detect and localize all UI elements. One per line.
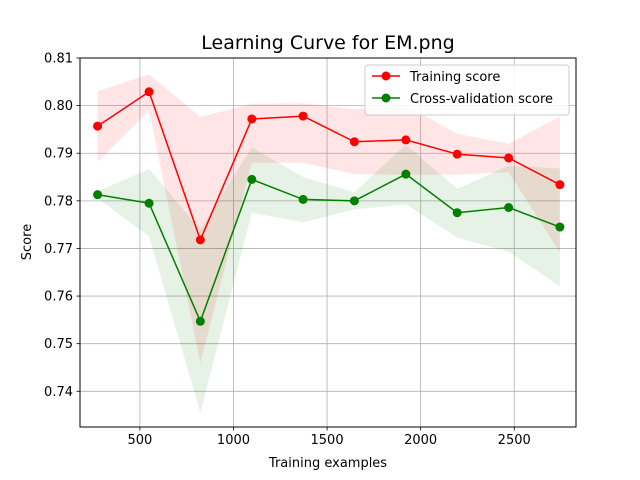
legend-cv-label: Cross-validation score xyxy=(410,92,553,107)
training-point xyxy=(555,180,565,190)
training-point xyxy=(298,111,308,121)
training-confidence-band xyxy=(97,74,560,363)
cv-point xyxy=(298,194,308,204)
cv-point xyxy=(144,198,154,208)
y-tick-label: 0.81 xyxy=(44,52,73,67)
chart-title: Learning Curve for EM.png xyxy=(201,32,454,54)
y-tick-label: 0.79 xyxy=(44,147,73,162)
plot-frame xyxy=(79,57,577,428)
y-tick-label: 0.77 xyxy=(44,242,73,257)
legend-cv-marker xyxy=(381,93,391,103)
y-tick-label: 0.75 xyxy=(44,337,73,352)
training-point xyxy=(349,137,359,147)
y-tick-label: 0.76 xyxy=(44,290,73,305)
x-tick-label: 1000 xyxy=(217,433,250,448)
cv-point xyxy=(401,169,411,179)
cv-point xyxy=(247,174,257,184)
cv-series-line xyxy=(97,173,561,324)
legend: Training score Cross-validation score xyxy=(364,64,570,116)
training-series-line xyxy=(97,90,561,242)
x-tick-label: 2500 xyxy=(498,433,531,448)
legend-training-label: Training score xyxy=(409,70,500,85)
cv-point xyxy=(93,190,103,200)
legend-box xyxy=(364,64,570,116)
training-point xyxy=(504,153,514,163)
series-lines xyxy=(93,87,565,326)
x-tick-label: 2000 xyxy=(404,433,437,448)
cv-point xyxy=(504,203,514,212)
legend-training-marker xyxy=(381,71,391,81)
cv-point xyxy=(555,222,565,232)
cv-point xyxy=(452,208,462,218)
training-point xyxy=(93,121,103,131)
y-tick-label: 0.78 xyxy=(44,194,73,209)
training-point xyxy=(452,149,462,159)
training-point xyxy=(401,135,411,145)
training-point xyxy=(195,235,205,245)
cv-point xyxy=(349,196,359,206)
x-axis-label: Training examples xyxy=(268,456,387,471)
x-tick-label: 1500 xyxy=(311,433,344,448)
y-tick-label: 0.80 xyxy=(44,99,73,114)
axis-ticks: 500 1000 1500 2000 2500 0.74 0.75 0.76 0.77 0.78 0… xyxy=(44,52,531,449)
x-tick-label: 500 xyxy=(127,433,152,448)
training-point xyxy=(247,114,257,124)
y-axis-label: Score xyxy=(20,224,35,260)
training-point xyxy=(144,87,154,97)
y-tick-label: 0.74 xyxy=(44,385,73,400)
cv-point xyxy=(195,316,205,326)
